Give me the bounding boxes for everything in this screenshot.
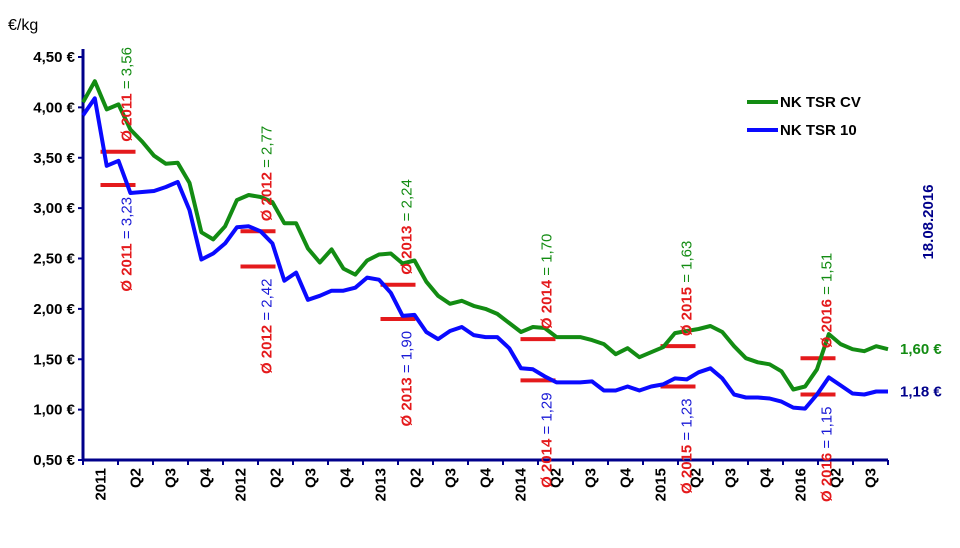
legend: NK TSR CV NK TSR 10: [747, 94, 861, 139]
series-lines: 1,60 € 1,18 €: [81, 79, 942, 411]
average-lines: [100, 149, 836, 397]
average-value-label: = 3,23: [119, 197, 136, 239]
average-value-label: = 1,15: [819, 407, 836, 449]
x-axis: 2011 Q2 Q3 Q4 2012 Q2 Q3 Q4 2013 Q2 Q3 Q4 2014 Q2 Q3 Q4…: [82, 460, 889, 501]
legend-label: NK TSR 10: [780, 122, 857, 139]
x-tick-label: Q2: [828, 468, 845, 488]
y-tick-label: 1,50 €: [33, 351, 75, 368]
y-tick-label: 4,00 €: [33, 99, 75, 116]
x-tick-label: Q2: [408, 468, 425, 488]
x-tick-label: 2013: [373, 468, 390, 501]
average-annotation: Ø 2016 = 1,15: [819, 407, 836, 503]
series-line-nk-tsr-10: [81, 96, 888, 411]
date-label: 18.08.2016: [920, 184, 937, 259]
x-tick-label: Q4: [758, 467, 775, 488]
x-tick-label: Q4: [618, 467, 635, 488]
x-tick-label: Q3: [303, 468, 320, 488]
y-unit-label: €/kg: [8, 17, 38, 34]
average-annotations: Ø 2011 = 3,56Ø 2011 = 3,23 Ø 2012 = 2,77Ø…: [119, 47, 836, 502]
average-year-label: Ø 2016: [819, 295, 836, 348]
series-end-label: 1,60 €: [900, 341, 942, 358]
average-value-label: = 3,56: [119, 47, 136, 89]
x-tick-label: Q4: [198, 467, 215, 488]
series-end-label: 1,18 €: [900, 383, 942, 400]
x-tick-label: Q3: [583, 468, 600, 488]
x-tick-label: Q2: [548, 468, 565, 488]
average-year-label: Ø 2011: [119, 89, 136, 142]
average-year-label: Ø 2014: [539, 435, 556, 488]
average-value-label: = 1,90: [399, 331, 416, 373]
series-line-nk-tsr-cv: [81, 79, 889, 392]
average-value-label: = 1,63: [679, 241, 696, 283]
x-tick-label: Q2: [268, 468, 285, 488]
y-tick-label: 1,00 €: [33, 402, 75, 419]
average-annotation: Ø 2012 = 2,42: [259, 279, 276, 375]
average-annotation: Ø 2016 = 1,51: [819, 253, 836, 349]
y-tick-label: 3,50 €: [33, 150, 75, 167]
x-tick-label: 2016: [793, 468, 810, 501]
legend-label: NK TSR CV: [780, 94, 861, 111]
average-value-label: = 2,77: [259, 126, 276, 168]
x-tick-label: 2011: [93, 468, 110, 501]
average-annotation: Ø 2015 = 1,23: [679, 398, 696, 494]
x-tick-label: Q3: [443, 468, 460, 488]
average-year-label: Ø 2015: [679, 441, 696, 494]
average-annotation: Ø 2012 = 2,77: [259, 126, 276, 222]
average-value-label: = 2,24: [399, 179, 416, 221]
x-tick-label: 2014: [513, 467, 530, 501]
x-tick-label: Q2: [128, 468, 145, 488]
average-annotation: Ø 2015 = 1,63: [679, 241, 696, 337]
average-annotation: Ø 2011 = 3,23: [119, 197, 136, 292]
average-value-label: = 1,23: [679, 398, 696, 440]
x-tick-label: 2012: [233, 468, 250, 501]
average-value-label: = 2,42: [259, 279, 276, 321]
x-tick-label: Q3: [863, 468, 880, 488]
average-annotation: Ø 2011 = 3,56: [119, 47, 136, 142]
average-year-label: Ø 2016: [819, 449, 836, 502]
average-year-label: Ø 2012: [259, 168, 276, 221]
y-tick-label: 0,50 €: [33, 452, 75, 469]
average-value-label: = 1,29: [539, 392, 556, 434]
y-tick-label: 2,00 €: [33, 301, 75, 318]
average-year-label: Ø 2012: [259, 321, 276, 374]
x-tick-label: Q2: [688, 468, 705, 488]
average-annotation: Ø 2014 = 1,29: [539, 392, 556, 488]
average-value-label: = 1,51: [819, 253, 836, 295]
average-annotation: Ø 2013 = 1,90: [399, 331, 416, 427]
average-year-label: Ø 2013: [399, 221, 416, 274]
y-axis: 0,50 € 1,00 € 1,50 € 2,00 € 2,50 € 3,00 € 3,50…: [33, 49, 83, 469]
y-tick-label: 3,00 €: [33, 200, 75, 217]
x-tick-label: 2015: [653, 468, 670, 501]
x-tick-label: Q3: [723, 468, 740, 488]
x-tick-label: Q4: [338, 467, 355, 488]
average-year-label: Ø 2014: [539, 276, 556, 329]
average-value-label: = 1,70: [539, 234, 556, 276]
plot-area: [81, 49, 888, 462]
y-tick-label: 4,50 €: [33, 49, 75, 66]
average-year-label: Ø 2013: [399, 373, 416, 426]
average-year-label: Ø 2015: [679, 283, 696, 336]
average-year-label: Ø 2011: [119, 239, 136, 292]
x-tick-label: Q3: [163, 468, 180, 488]
x-tick-label: Q4: [478, 467, 495, 488]
average-annotation: Ø 2013 = 2,24: [399, 179, 416, 275]
y-tick-label: 2,50 €: [33, 251, 75, 268]
average-annotation: Ø 2014 = 1,70: [539, 234, 556, 330]
